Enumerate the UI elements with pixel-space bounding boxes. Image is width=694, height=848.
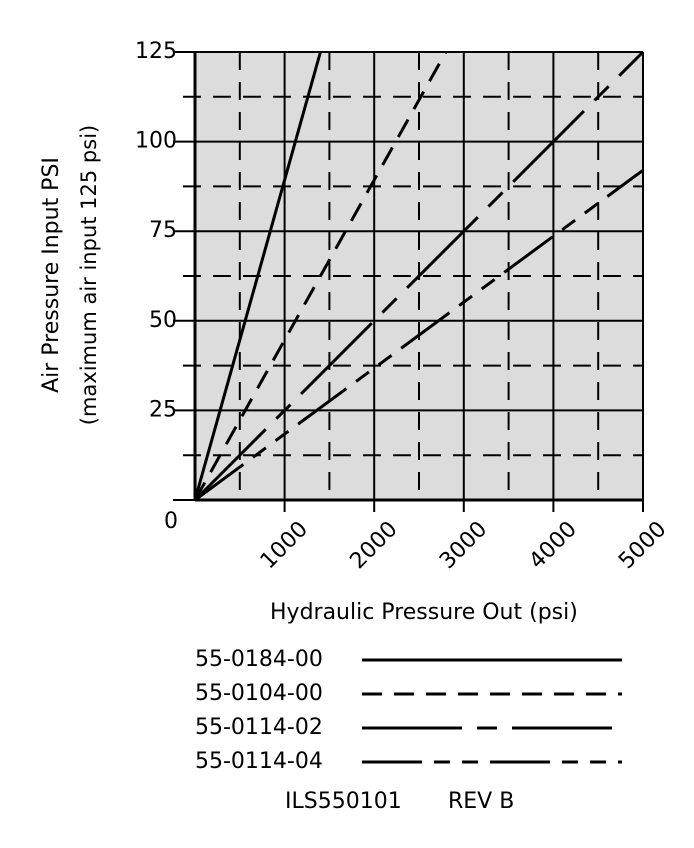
legend-label: 55-0184-00	[195, 647, 323, 672]
legend-label: 55-0114-02	[195, 715, 323, 740]
y-tick-label: 50	[149, 308, 177, 333]
x-tick-label: 4000	[525, 517, 582, 574]
y-tick-label: 25	[149, 397, 177, 422]
y-tick-label: 100	[135, 129, 177, 154]
x-axis-label: Hydraulic Pressure Out (psi)	[270, 600, 578, 625]
series-line	[193, 51, 448, 501]
series-line	[193, 51, 322, 501]
x-tick-label: 2000	[345, 517, 402, 574]
legend-label: 55-0104-00	[195, 681, 323, 706]
x-tick-label: 5000	[614, 517, 671, 574]
series-line	[194, 169, 644, 502]
y-tick-label: 75	[149, 218, 177, 243]
series-line	[193, 50, 645, 502]
y-axis-label: Air Pressure Input PSI	[39, 157, 64, 393]
footer-id: ILS550101	[285, 789, 402, 814]
x-tick-label: 3000	[435, 517, 492, 574]
legend-label: 55-0114-04	[195, 749, 323, 774]
x-tick-label: 1000	[256, 517, 313, 574]
y-axis-sublabel: (maximum air input 125 psi)	[77, 125, 101, 425]
y-tick-label: 0	[164, 509, 178, 534]
y-tick-label: 125	[135, 39, 177, 64]
footer-rev: REV B	[448, 789, 514, 814]
